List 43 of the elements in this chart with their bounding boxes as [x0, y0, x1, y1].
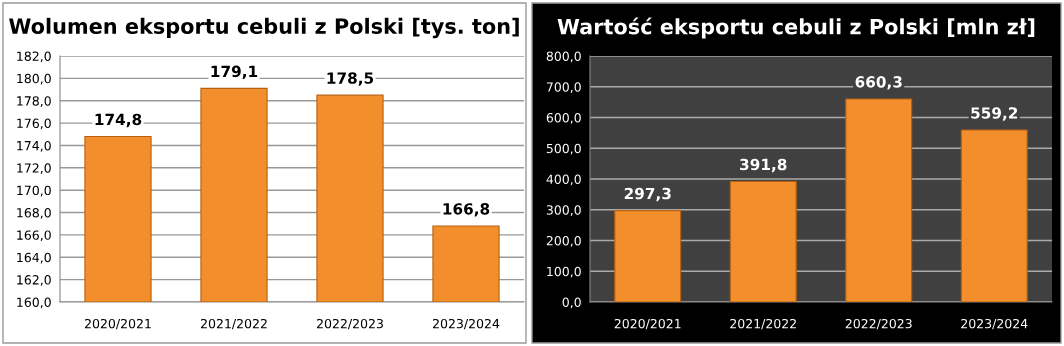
y-tick-label: 700,0: [546, 82, 581, 93]
y-tick-label: 176,0: [17, 118, 51, 130]
y-tick-label: 168,0: [17, 208, 51, 219]
x-tick-label: 2020/2021: [614, 318, 681, 330]
y-tick-label: 172,0: [17, 163, 51, 175]
data-label: 297,3: [624, 187, 671, 202]
y-tick-label: 178,0: [17, 96, 51, 107]
y-tick-label: 182,0: [17, 51, 51, 63]
y-tick-label: 400,0: [546, 174, 581, 186]
x-tick-label: 2020/2021: [85, 318, 151, 330]
data-label: 178,5: [327, 72, 374, 86]
x-tick-label: 2022/2023: [317, 318, 383, 330]
y-tick-label: 600,0: [546, 112, 581, 124]
chart-title: Wolumen eksportu cebuli z Polski [tys. ton]: [9, 17, 519, 39]
x-tick-label: 2023/2024: [433, 318, 500, 330]
bar: [960, 129, 1028, 302]
bar: [614, 210, 682, 302]
data-label: 166,8: [443, 203, 490, 217]
bar: [729, 180, 797, 302]
y-tick-label: 160,0: [17, 297, 51, 309]
data-label: 391,8: [740, 158, 787, 173]
y-tick-label: 164,0: [17, 252, 51, 264]
data-label: 660,3: [855, 76, 902, 90]
data-label: 174,8: [95, 113, 142, 128]
y-tick-label: 166,0: [17, 230, 51, 242]
y-tick-label: 100,0: [547, 266, 581, 278]
y-tick-label: 300,0: [546, 205, 581, 216]
y-tick-label: 800,0: [546, 51, 581, 63]
y-tick-label: 500,0: [546, 143, 581, 155]
bar: [845, 98, 913, 302]
y-tick-label: 162,0: [17, 275, 51, 286]
y-tick-label: 200,0: [546, 235, 581, 247]
y-tick-label: 174,0: [17, 140, 51, 152]
data-label: 179,1: [211, 65, 258, 80]
y-tick-label: 0,0: [562, 297, 581, 309]
x-tick-label: 2021/2022: [730, 318, 796, 330]
data-label: 559,2: [971, 107, 1018, 121]
x-tick-label: 2022/2023: [845, 318, 912, 330]
x-tick-label: 2023/2024: [961, 318, 1028, 330]
y-tick-label: 180,0: [17, 73, 51, 85]
y-tick-label: 170,0: [17, 185, 51, 197]
x-tick-label: 2021/2022: [201, 318, 267, 330]
chart-title: Wartość eksportu cebuli z Polski [mln zł]: [557, 17, 1035, 39]
